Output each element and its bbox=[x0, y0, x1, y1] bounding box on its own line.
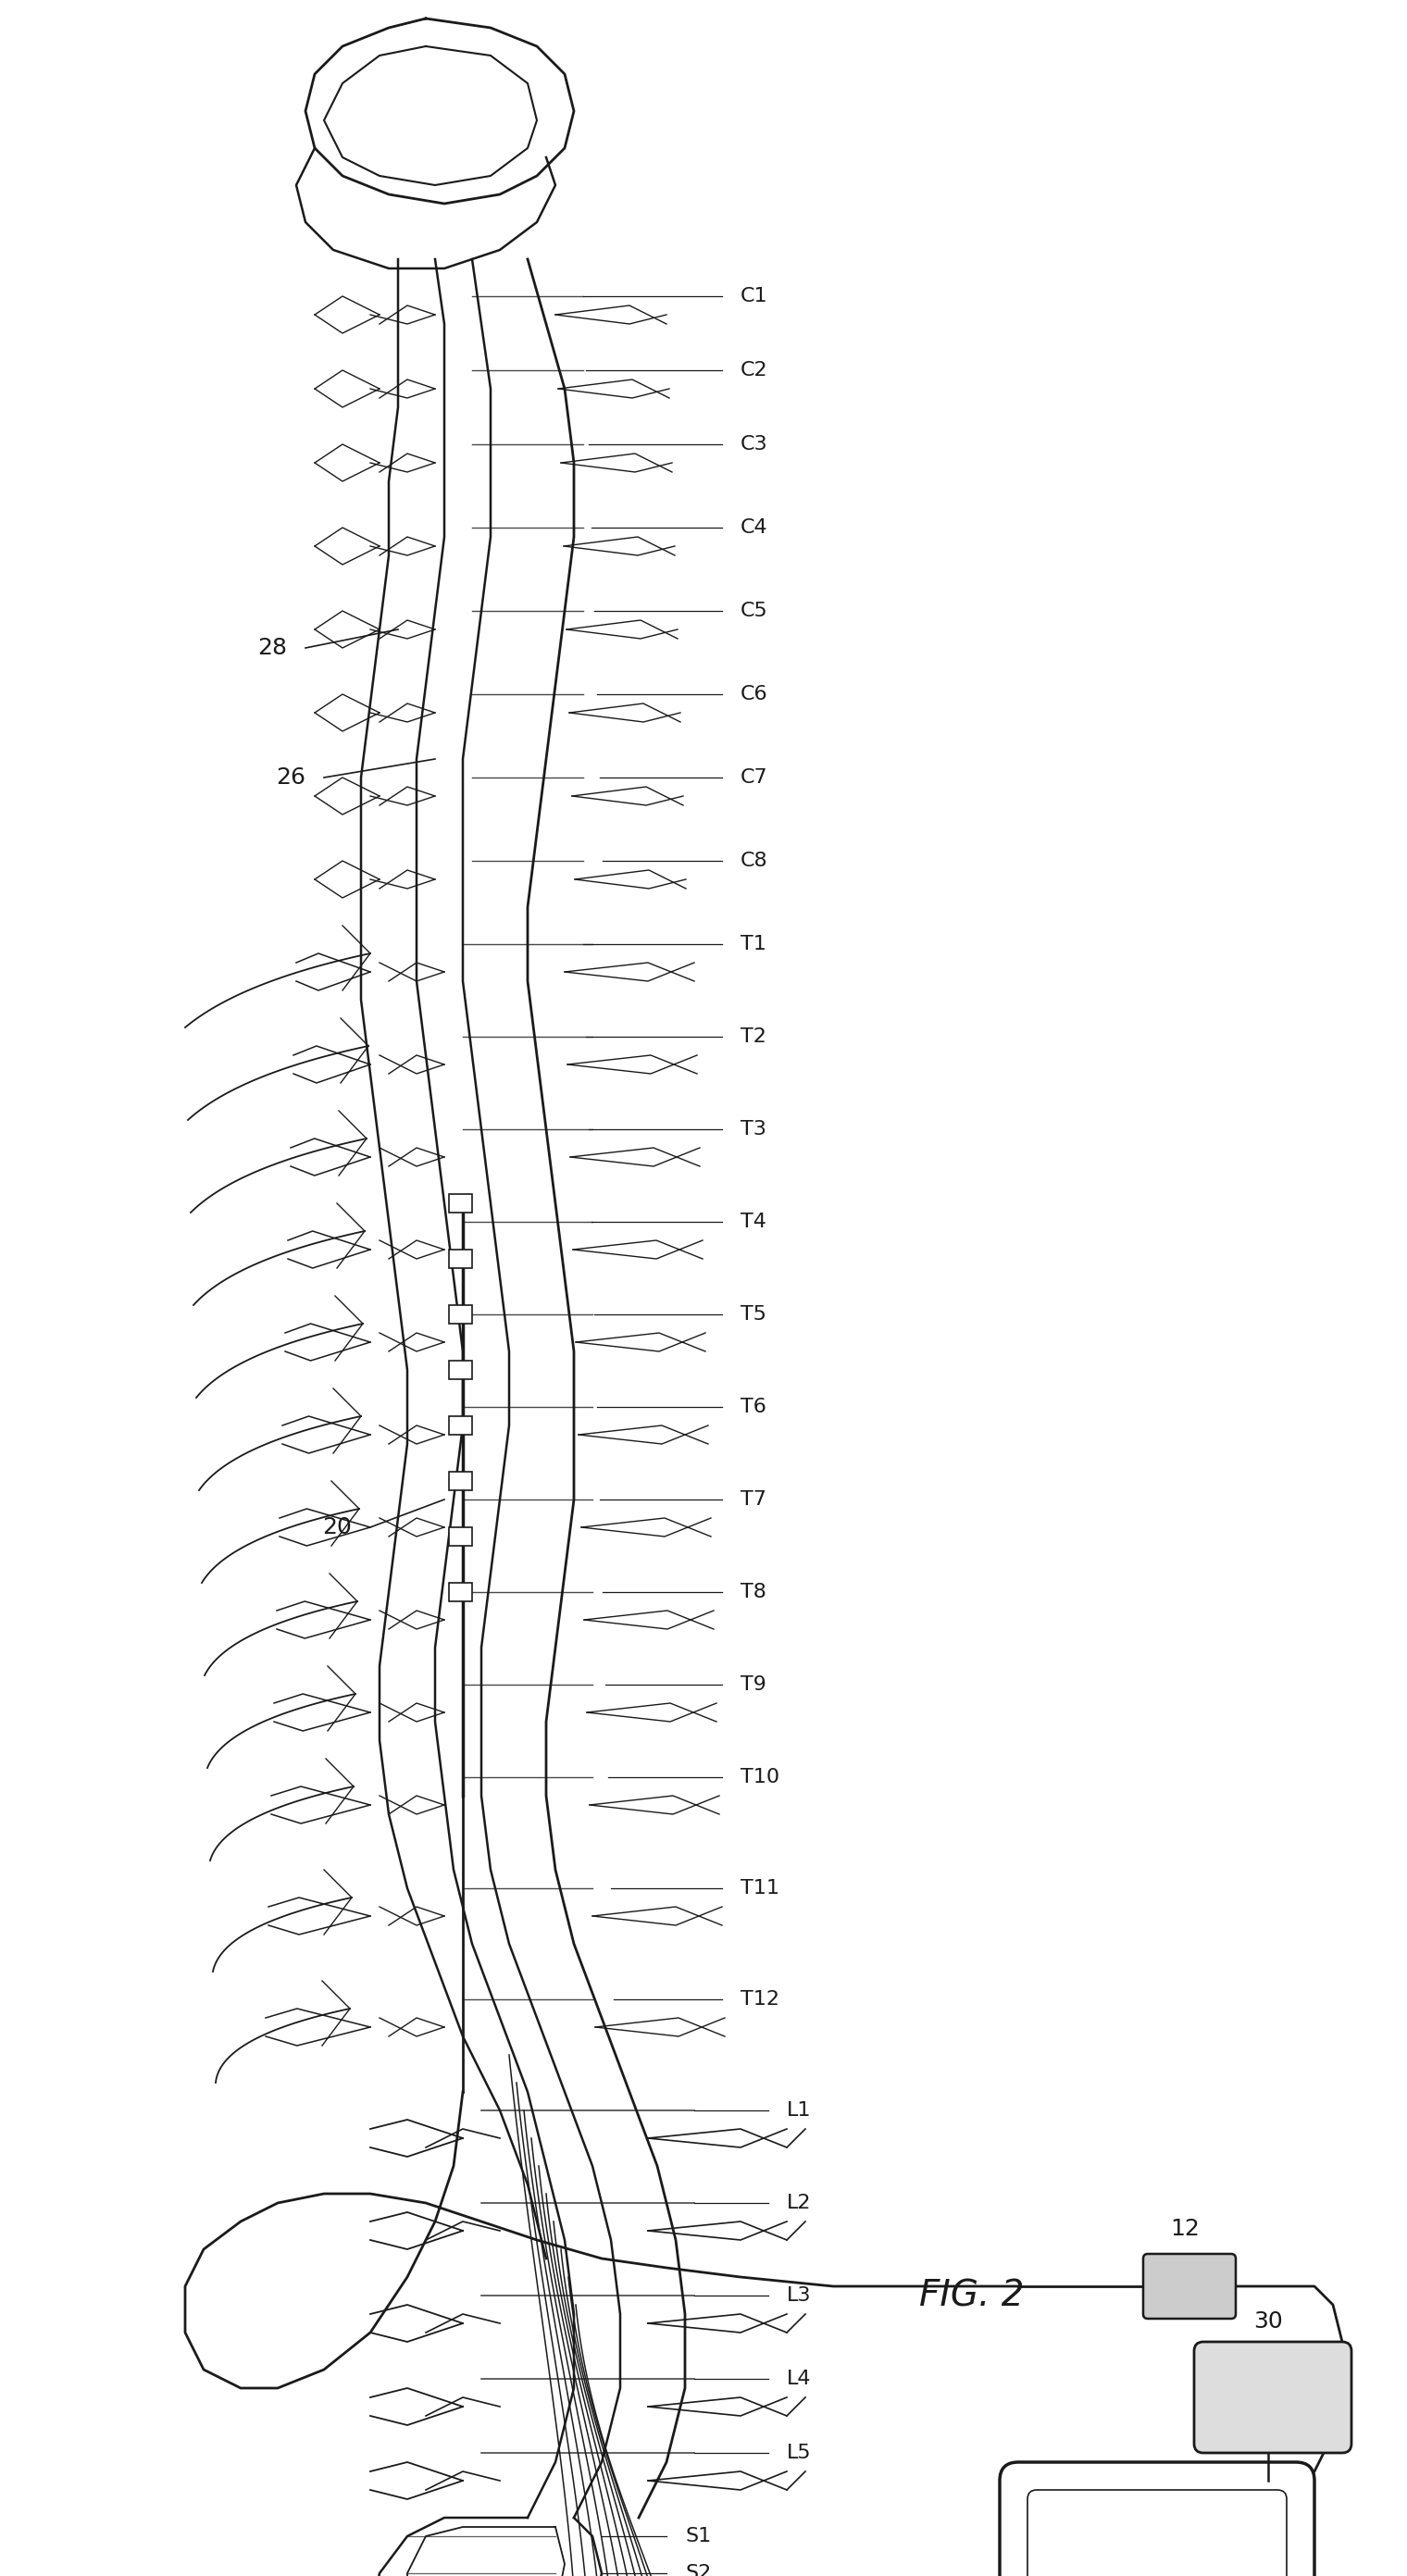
Text: L5: L5 bbox=[787, 2445, 812, 2463]
Bar bbox=[449, 1306, 473, 1324]
FancyBboxPatch shape bbox=[1195, 2342, 1352, 2452]
Text: T3: T3 bbox=[740, 1121, 767, 1139]
Text: L3: L3 bbox=[787, 2287, 812, 2306]
Text: C3: C3 bbox=[740, 435, 768, 453]
Text: S1: S1 bbox=[685, 2527, 711, 2545]
Text: 26: 26 bbox=[276, 768, 305, 788]
Text: L2: L2 bbox=[787, 2195, 812, 2213]
Text: T8: T8 bbox=[740, 1582, 767, 1602]
Text: C7: C7 bbox=[740, 768, 768, 786]
Bar bbox=[449, 1528, 473, 1546]
Text: S2: S2 bbox=[685, 2563, 711, 2576]
Text: T12: T12 bbox=[740, 1991, 779, 2009]
Bar bbox=[449, 1195, 473, 1213]
Bar bbox=[449, 1249, 473, 1267]
FancyBboxPatch shape bbox=[1000, 2463, 1314, 2576]
Text: T11: T11 bbox=[740, 1878, 779, 1899]
Text: FIG. 2: FIG. 2 bbox=[919, 2277, 1024, 2313]
Text: T4: T4 bbox=[740, 1213, 767, 1231]
Text: T6: T6 bbox=[740, 1399, 767, 1417]
Bar bbox=[449, 1582, 473, 1602]
Bar bbox=[449, 1417, 473, 1435]
FancyBboxPatch shape bbox=[1027, 2491, 1286, 2576]
Text: 28: 28 bbox=[257, 636, 287, 659]
Text: 30: 30 bbox=[1254, 2311, 1283, 2331]
Text: 12: 12 bbox=[1171, 2218, 1200, 2241]
FancyBboxPatch shape bbox=[1142, 2254, 1235, 2318]
Text: 20: 20 bbox=[322, 1517, 352, 1538]
Text: T5: T5 bbox=[740, 1306, 767, 1324]
Bar bbox=[449, 1471, 473, 1492]
Text: C5: C5 bbox=[740, 603, 768, 621]
Text: C4: C4 bbox=[740, 518, 768, 536]
Text: T10: T10 bbox=[740, 1767, 779, 1785]
Text: T1: T1 bbox=[740, 935, 767, 953]
Text: L4: L4 bbox=[787, 2370, 812, 2388]
Text: C6: C6 bbox=[740, 685, 768, 703]
Bar bbox=[449, 1360, 473, 1378]
Text: T2: T2 bbox=[740, 1028, 767, 1046]
Text: C1: C1 bbox=[740, 286, 768, 307]
Text: C2: C2 bbox=[740, 361, 768, 379]
Text: C8: C8 bbox=[740, 853, 768, 871]
Text: T7: T7 bbox=[740, 1492, 767, 1510]
Text: T9: T9 bbox=[740, 1674, 767, 1695]
Text: L1: L1 bbox=[787, 2102, 812, 2120]
